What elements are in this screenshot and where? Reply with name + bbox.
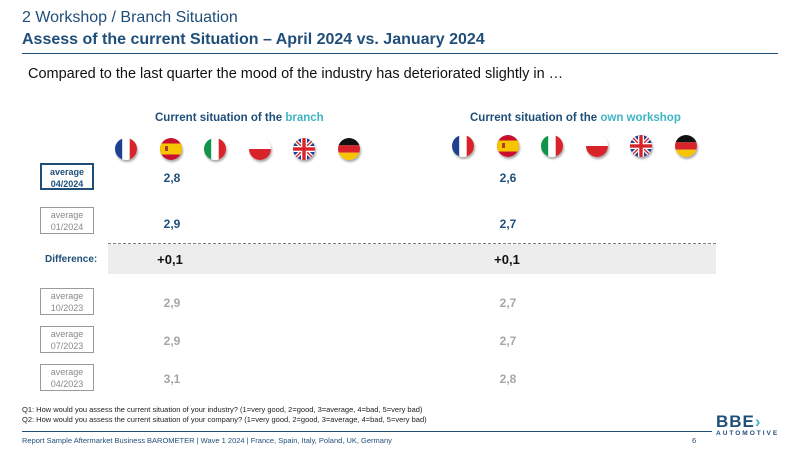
row-label-10-2023: average 10/2023 <box>40 288 94 315</box>
footer-text: Report Sample Aftermarket Business BAROM… <box>22 436 392 445</box>
page-title: Assess of the current Situation – April … <box>22 31 485 48</box>
logo-wordmark: BBE› <box>716 413 786 430</box>
workshop-section-title: Current situation of the own workshop <box>470 112 681 124</box>
workshop-value-04-2023: 2,8 <box>499 372 517 386</box>
row-label-04-2023: average 04/2023 <box>40 364 94 391</box>
workshop-value-10-2023: 2,7 <box>499 296 517 310</box>
footnote-q1: Q1: How would you assess the current sit… <box>22 405 423 414</box>
row-label-top: average <box>49 167 85 177</box>
logo-subtext: AUTOMOTIVE <box>716 430 780 437</box>
spain-flag-icon <box>497 135 519 157</box>
workshop-value-07-2023: 2,7 <box>499 334 517 348</box>
workshop-difference: +0,1 <box>494 252 520 267</box>
branch-value-04-2024: 2,8 <box>163 171 181 185</box>
branch-title-highlight: branch <box>285 112 324 124</box>
germany-flag-icon <box>675 135 697 157</box>
row-label-top: average <box>50 367 84 377</box>
italy-flag-icon <box>541 135 563 157</box>
workshop-title-prefix: Current situation of the <box>470 112 601 124</box>
row-label-01-2024: average 01/2024 <box>40 207 94 234</box>
section-heading: 2 Workshop / Branch Situation <box>22 9 238 27</box>
difference-label: Difference: <box>45 254 98 265</box>
france-flag-icon <box>115 138 137 160</box>
italy-flag-icon <box>204 138 226 160</box>
row-label-04-2024: average 04/2024 <box>40 163 94 190</box>
section-name: Branch Situation <box>120 9 238 26</box>
france-flag-icon <box>452 135 474 157</box>
branch-value-10-2023: 2,9 <box>163 296 181 310</box>
branch-value-07-2023: 2,9 <box>163 334 181 348</box>
workshop-value-01-2024: 2,7 <box>499 217 517 231</box>
row-label-07-2023: average 07/2023 <box>40 326 94 353</box>
branch-title-prefix: Current situation of the <box>155 112 286 124</box>
logo-main-text: BBE <box>716 412 755 431</box>
section-number: 2 Workshop / <box>22 9 121 26</box>
row-label-top: average <box>50 291 84 301</box>
uk-flag-icon <box>630 135 652 157</box>
bbe-automotive-logo: BBE› AUTOMOTIVE <box>716 413 786 441</box>
page-subtitle: Compared to the last quarter the mood of… <box>28 66 564 82</box>
branch-section-title: Current situation of the branch <box>155 112 324 124</box>
row-label-bottom: 10/2023 <box>50 303 84 313</box>
page-number: 6 <box>692 436 697 445</box>
row-label-top: average <box>50 329 84 339</box>
row-label-bottom: 07/2023 <box>50 341 84 351</box>
footnote-q2: Q2: How would you assess the current sit… <box>22 415 427 424</box>
branch-value-04-2023: 3,1 <box>163 372 181 386</box>
uk-flag-icon <box>293 138 315 160</box>
workshop-value-04-2024: 2,6 <box>499 171 517 185</box>
row-label-top: average <box>50 210 84 220</box>
footer-divider <box>22 431 712 432</box>
logo-arrow-icon: › <box>754 412 762 431</box>
workshop-title-highlight: own workshop <box>600 112 681 124</box>
row-label-bottom: 01/2024 <box>50 222 84 232</box>
spain-flag-icon <box>160 138 182 160</box>
germany-flag-icon <box>338 138 360 160</box>
poland-flag-icon <box>586 135 608 157</box>
difference-band <box>108 244 716 274</box>
row-label-bottom: 04/2024 <box>50 179 84 189</box>
poland-flag-icon <box>249 138 271 160</box>
difference-divider <box>108 243 716 244</box>
branch-value-01-2024: 2,9 <box>163 217 181 231</box>
row-label-bottom: 04/2023 <box>50 379 84 389</box>
header-divider <box>22 53 778 54</box>
branch-difference: +0,1 <box>157 252 183 267</box>
